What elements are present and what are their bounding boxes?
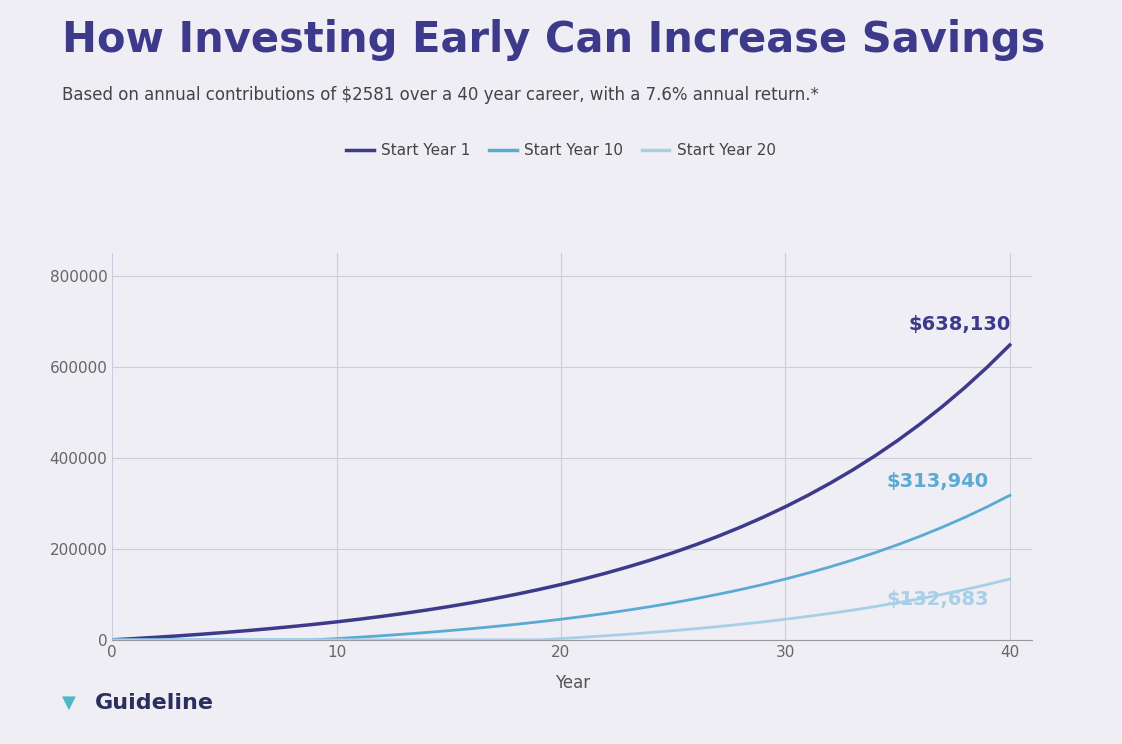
- Text: $132,683: $132,683: [886, 590, 988, 609]
- Text: $313,940: $313,940: [886, 472, 988, 491]
- Text: ▼: ▼: [62, 694, 75, 712]
- Text: $638,130: $638,130: [909, 315, 1011, 334]
- Text: How Investing Early Can Increase Savings: How Investing Early Can Increase Savings: [62, 19, 1045, 60]
- X-axis label: Year: Year: [554, 673, 590, 692]
- Text: Based on annual contributions of $2581 over a 40 year career, with a 7.6% annual: Based on annual contributions of $2581 o…: [62, 86, 819, 103]
- Legend: Start Year 1, Start Year 10, Start Year 20: Start Year 1, Start Year 10, Start Year …: [340, 137, 782, 164]
- Text: Guideline: Guideline: [95, 693, 214, 713]
